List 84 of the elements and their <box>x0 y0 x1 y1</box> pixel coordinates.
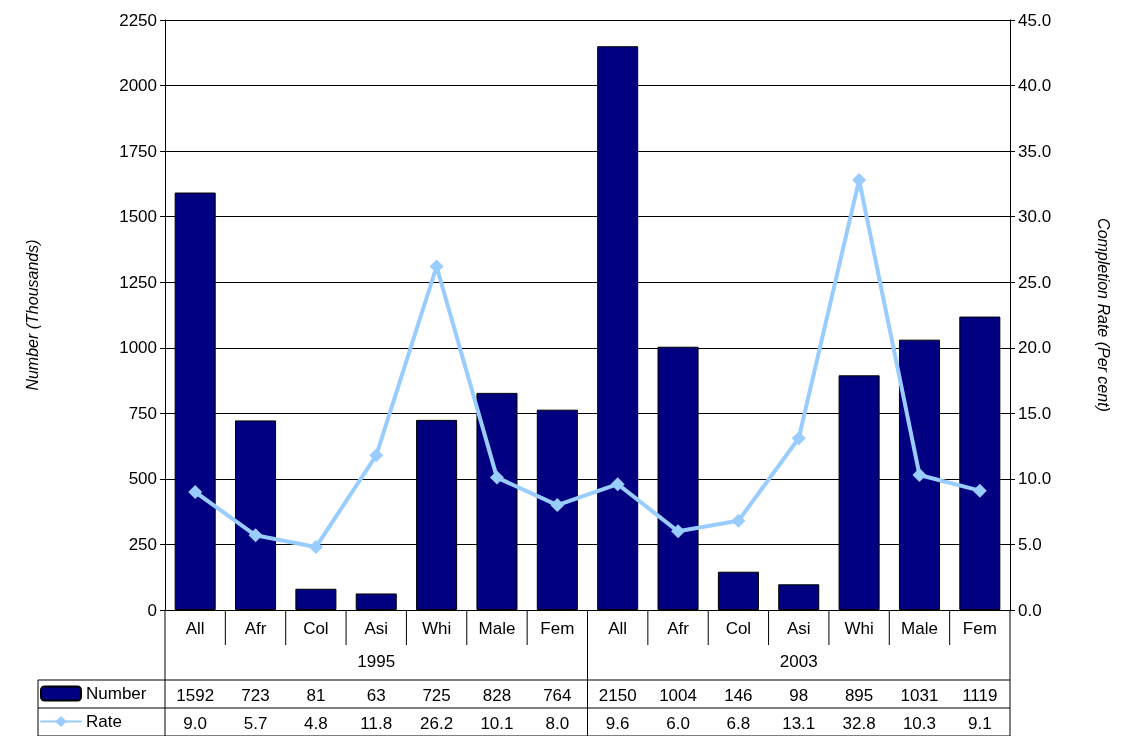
point <box>489 470 504 485</box>
y2-tick-label: 35.0 <box>1018 141 1052 161</box>
data-label: 1119 <box>962 685 998 705</box>
point <box>308 540 323 555</box>
x-tick-label: Whi <box>844 619 874 638</box>
data-label: 63 <box>366 685 386 705</box>
data-label: 10.3 <box>902 713 937 733</box>
x-tick-label: Male <box>901 619 938 638</box>
data-label: 1592 <box>176 685 215 705</box>
y2-tick-label: 0.0 <box>1018 600 1042 620</box>
point <box>972 483 987 498</box>
y-tick-label: 500 <box>128 469 157 489</box>
text: 2003 <box>779 651 818 671</box>
y-tick-label: 750 <box>128 403 157 423</box>
point <box>671 524 686 539</box>
data-label: 32.8 <box>842 713 876 733</box>
data-label: 828 <box>482 685 512 705</box>
x-tick-label: Asi <box>786 619 811 638</box>
data-label: 81 <box>306 685 326 705</box>
y2-tick-label: 5.0 <box>1018 534 1042 554</box>
data-label: 11.8 <box>360 713 393 733</box>
y2-tick-label: 25.0 <box>1018 272 1052 292</box>
y2-tick-label: 10.0 <box>1018 469 1052 489</box>
data-label: 1031 <box>900 685 939 705</box>
legend-label: Rate <box>86 712 122 731</box>
point <box>248 528 263 543</box>
x-tick-label: Whi <box>421 619 452 638</box>
point <box>188 485 203 499</box>
x-tick-label: Col <box>725 619 752 638</box>
point <box>610 477 625 492</box>
y2-tick-label: 15.0 <box>1018 403 1052 423</box>
y-tick-label: 1000 <box>119 338 157 358</box>
point <box>550 498 565 513</box>
text: 1995 <box>357 651 396 671</box>
y2-tick-label: 20.0 <box>1018 338 1052 358</box>
y-tick-label: 1250 <box>119 272 157 292</box>
data-label: 895 <box>844 685 874 705</box>
x-tick-label: Fem <box>962 619 997 638</box>
y2-tick-label: 40.0 <box>1018 76 1052 96</box>
x-tick-label: Fem <box>540 619 575 638</box>
data-label: 725 <box>422 685 451 705</box>
x-tick-label: Afr <box>667 619 690 638</box>
data-label: 9.0 <box>183 713 207 733</box>
data-label: 2150 <box>598 685 637 705</box>
data-label: 723 <box>241 685 270 705</box>
point <box>369 448 384 463</box>
data-label: 9.1 <box>968 713 992 733</box>
y-tick-label: 2250 <box>119 10 157 30</box>
y-axis-title: Number (Thousands) <box>23 239 41 391</box>
data-label: 764 <box>543 685 572 705</box>
point <box>791 431 806 446</box>
x-tick-label: All <box>608 619 628 638</box>
point <box>731 513 746 528</box>
y-tick-label: 1750 <box>119 141 157 161</box>
data-label: 13.1 <box>782 713 816 733</box>
data-label: 98 <box>789 685 809 705</box>
y-tick-label: 0 <box>147 600 157 620</box>
point <box>912 467 927 482</box>
x-tick-label: Col <box>303 619 329 638</box>
data-label: 6.0 <box>666 713 690 733</box>
data-label: 146 <box>724 685 753 705</box>
data-label: 8.0 <box>545 713 570 733</box>
data-label: 6.8 <box>726 713 751 733</box>
y-tick-label: 250 <box>128 534 157 554</box>
x-tick-label: Asi <box>364 619 389 638</box>
data-label: 9.6 <box>605 713 630 733</box>
data-label: 26.2 <box>420 713 454 733</box>
data-label: 5.7 <box>243 713 268 733</box>
bar <box>778 584 820 610</box>
data-label: 4.8 <box>304 713 328 733</box>
y2-tick-label: 45.0 <box>1018 10 1052 30</box>
x-tick-label: All <box>185 619 205 638</box>
bar <box>295 588 337 610</box>
data-label: 1004 <box>659 685 697 705</box>
legend-label: Number <box>86 684 147 703</box>
x-tick-label: Afr <box>244 619 267 638</box>
y2-axis-title: Completion Rate (Per cent) <box>1094 218 1112 412</box>
bar <box>355 593 397 610</box>
bar <box>717 571 759 610</box>
data-label: 10.1 <box>480 713 514 733</box>
y2-tick-label: 30.0 <box>1018 207 1052 227</box>
x-tick-label: Male <box>478 619 516 638</box>
y-tick-label: 1500 <box>119 207 157 227</box>
y-tick-label: 2000 <box>119 76 157 96</box>
